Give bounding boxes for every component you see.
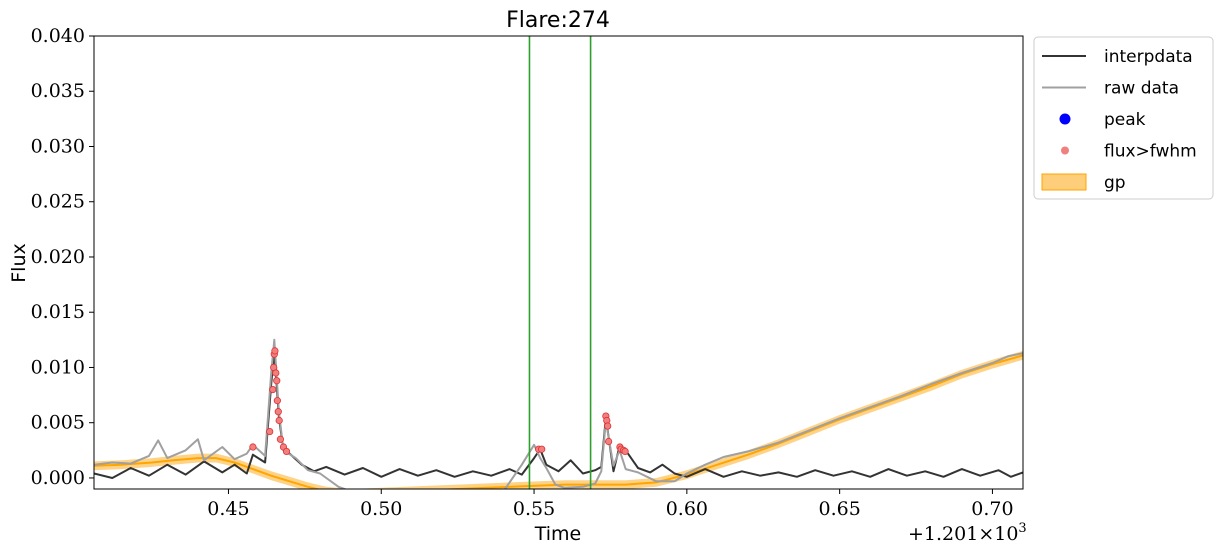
legend: interpdata raw data peak flux>fwhm gp bbox=[1033, 36, 1214, 200]
flux-fwhm-point bbox=[621, 447, 629, 456]
y-tick-label: 0.020 bbox=[31, 246, 85, 268]
flux-fwhm-point bbox=[538, 445, 546, 453]
flux-fwhm-point bbox=[605, 437, 613, 446]
flux-fwhm-point bbox=[273, 397, 281, 405]
y-tick-label: 0.010 bbox=[31, 356, 85, 378]
x-offset-label: +1.201×103 bbox=[908, 521, 1027, 545]
x-tick-label: 0.45 bbox=[207, 498, 249, 520]
legend-label-gp: gp bbox=[1104, 173, 1126, 193]
gp-band bbox=[94, 350, 1023, 489]
legend-label-raw-data: raw data bbox=[1104, 79, 1179, 99]
flux-fwhm-point bbox=[274, 408, 282, 416]
y-tick-label: 0.030 bbox=[31, 135, 85, 157]
flux-fwhm-point bbox=[272, 369, 280, 377]
flux-fwhm-point bbox=[282, 447, 291, 456]
flux-fwhm-point bbox=[273, 377, 281, 385]
gp-mean-line bbox=[94, 354, 1023, 489]
y-tick-label: 0.040 bbox=[31, 25, 85, 47]
plot-area bbox=[94, 36, 1023, 489]
series-line-raw-data bbox=[94, 338, 1023, 489]
y-tick-label: 0.005 bbox=[31, 412, 85, 434]
x-tick-label: 0.55 bbox=[513, 498, 555, 520]
chart-title: Flare:274 bbox=[506, 8, 610, 33]
legend-label-flux-fwhm: flux>fwhm bbox=[1104, 142, 1197, 162]
legend-label-peak: peak bbox=[1104, 110, 1146, 130]
y-tick-label: 0.025 bbox=[31, 191, 85, 213]
legend-label-interpdata: interpdata bbox=[1104, 47, 1193, 67]
x-offset-base: +1.201×10 bbox=[908, 523, 1018, 545]
flux-fwhm-point bbox=[269, 385, 277, 394]
legend-swatch-peak bbox=[1059, 113, 1071, 125]
flux-fwhm-point bbox=[604, 422, 612, 430]
y-axis-label: Flux bbox=[8, 243, 30, 283]
y-tick-label: 0.000 bbox=[31, 467, 85, 489]
flux-fwhm-point bbox=[249, 443, 257, 451]
x-tick-label: 0.50 bbox=[360, 498, 402, 520]
flux-fwhm-point bbox=[271, 347, 279, 355]
x-axis: 0.45 0.50 0.55 0.60 0.65 0.70 bbox=[207, 489, 1014, 520]
x-axis-label: Time bbox=[534, 523, 582, 545]
legend-swatch-gp bbox=[1041, 173, 1087, 191]
plot-frame bbox=[93, 35, 1024, 490]
y-tick-label: 0.035 bbox=[31, 80, 85, 102]
x-offset-exponent: 3 bbox=[1018, 521, 1026, 536]
flux-fwhm-point bbox=[266, 427, 274, 436]
y-tick-label: 0.015 bbox=[31, 301, 85, 323]
flux-fwhm-point bbox=[276, 435, 285, 443]
x-tick-label: 0.70 bbox=[971, 498, 1013, 520]
flux-fwhm-point bbox=[275, 416, 283, 425]
y-axis: 0.000 0.005 0.010 0.015 0.020 0.025 0.030 0.035… bbox=[31, 25, 94, 489]
x-tick-label: 0.65 bbox=[818, 498, 860, 520]
legend-box bbox=[1033, 36, 1214, 200]
legend-swatch-flux-fwhm bbox=[1061, 146, 1069, 155]
x-tick-label: 0.60 bbox=[666, 498, 708, 520]
